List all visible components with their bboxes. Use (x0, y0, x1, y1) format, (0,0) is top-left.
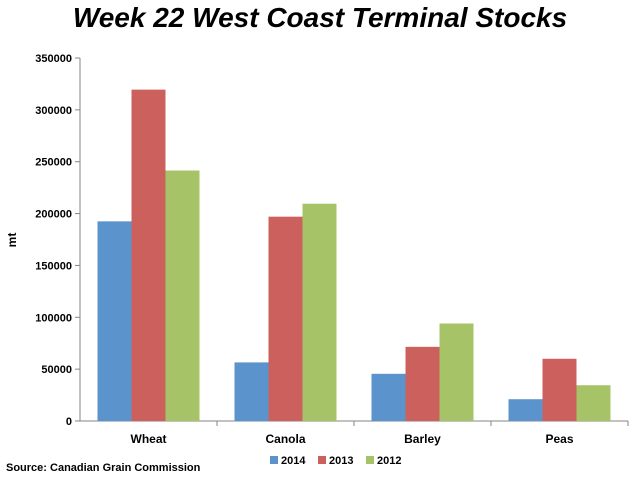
bar-peas-2013 (542, 358, 577, 421)
chart-title: Week 22 West Coast Terminal Stocks (72, 2, 568, 33)
bar-barley-2012 (439, 323, 474, 421)
bar-peas-2012 (576, 385, 611, 421)
bar-wheat-2012 (165, 170, 200, 421)
y-tick-label: 300000 (35, 105, 72, 117)
legend-label: 2014 (281, 455, 306, 467)
legend-swatch-2012 (366, 456, 374, 464)
y-tick-label: 100000 (35, 312, 72, 324)
y-tick-label: 200000 (35, 209, 72, 221)
x-tick-label: Wheat (131, 432, 167, 446)
bar-canola-2012 (302, 203, 337, 421)
x-tick-label: Canola (265, 432, 305, 446)
bar-canola-2013 (268, 216, 303, 421)
bar-barley-2013 (405, 346, 440, 421)
legend-label: 2013 (329, 455, 353, 467)
x-tick-label: Peas (545, 432, 573, 446)
source-note: Source: Canadian Grain Commission (6, 462, 201, 474)
bar-wheat-2013 (131, 89, 166, 421)
y-axis-label: mt (5, 233, 19, 248)
legend: 2014 2013 2012 (270, 455, 401, 467)
legend-label: 2012 (377, 455, 401, 467)
y-tick-label: 50000 (41, 364, 72, 376)
bar-peas-2014 (508, 399, 543, 421)
x-tick-label: Barley (404, 432, 441, 446)
y-tick-label: 250000 (35, 157, 72, 169)
y-tick-label: 150000 (35, 260, 72, 272)
bar-barley-2014 (371, 373, 406, 421)
bar-canola-2014 (234, 362, 269, 421)
legend-swatch-2013 (318, 456, 326, 464)
y-tick-label: 350000 (35, 53, 72, 65)
y-tick-label: 0 (66, 416, 72, 428)
bar-wheat-2014 (97, 221, 132, 421)
legend-swatch-2014 (270, 456, 278, 464)
